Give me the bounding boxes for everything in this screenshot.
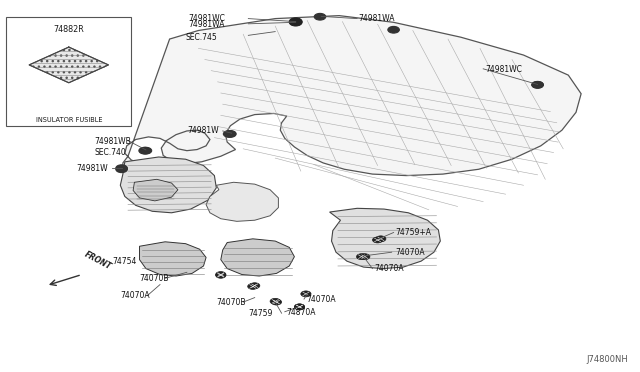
Circle shape xyxy=(139,147,150,154)
Circle shape xyxy=(289,18,302,25)
Polygon shape xyxy=(123,16,581,180)
Polygon shape xyxy=(133,179,178,201)
Circle shape xyxy=(225,131,236,137)
Polygon shape xyxy=(120,157,216,213)
Text: 74754: 74754 xyxy=(112,257,136,266)
Circle shape xyxy=(372,237,383,243)
Text: 74070B: 74070B xyxy=(140,274,169,283)
Text: 74070A: 74070A xyxy=(120,291,150,300)
Text: 74070A: 74070A xyxy=(374,264,404,273)
Text: 74981WA: 74981WA xyxy=(358,14,395,23)
Text: 74981W: 74981W xyxy=(77,164,108,173)
Circle shape xyxy=(270,298,280,304)
Circle shape xyxy=(294,304,305,310)
Circle shape xyxy=(314,13,326,20)
Circle shape xyxy=(532,81,543,88)
Polygon shape xyxy=(221,239,294,276)
Circle shape xyxy=(271,299,282,305)
Text: SEC.740: SEC.740 xyxy=(95,148,127,157)
Polygon shape xyxy=(206,182,278,221)
Polygon shape xyxy=(29,47,108,83)
Circle shape xyxy=(116,166,127,173)
Text: 74759+A: 74759+A xyxy=(396,228,431,237)
Circle shape xyxy=(356,254,367,260)
Circle shape xyxy=(360,254,370,260)
Circle shape xyxy=(140,147,152,154)
Circle shape xyxy=(216,272,226,278)
Text: FRONT: FRONT xyxy=(83,250,113,272)
Polygon shape xyxy=(140,242,206,276)
Text: 74981W: 74981W xyxy=(187,126,218,135)
Text: SEC.745: SEC.745 xyxy=(186,33,218,42)
Circle shape xyxy=(301,291,311,297)
Text: J74800NH: J74800NH xyxy=(587,355,628,364)
Text: 74882R: 74882R xyxy=(53,25,84,34)
Text: 74981WA: 74981WA xyxy=(189,20,225,29)
Circle shape xyxy=(216,272,226,278)
Text: INSULATOR FUSIBLE: INSULATOR FUSIBLE xyxy=(36,117,102,123)
Circle shape xyxy=(116,165,127,171)
Circle shape xyxy=(223,131,235,137)
Text: 74070A: 74070A xyxy=(396,248,425,257)
Text: 74070B: 74070B xyxy=(216,298,246,307)
Text: 74070A: 74070A xyxy=(306,295,335,304)
Circle shape xyxy=(376,236,386,242)
Text: 74981WB: 74981WB xyxy=(95,137,131,146)
Circle shape xyxy=(248,283,258,289)
Polygon shape xyxy=(330,208,440,269)
Text: 74759: 74759 xyxy=(248,309,273,318)
Circle shape xyxy=(250,283,260,289)
Circle shape xyxy=(388,26,399,33)
Text: 74870A: 74870A xyxy=(287,308,316,317)
Circle shape xyxy=(532,81,543,88)
Text: 74981WC: 74981WC xyxy=(188,14,225,23)
FancyBboxPatch shape xyxy=(6,17,131,126)
Circle shape xyxy=(289,19,302,26)
Circle shape xyxy=(294,304,305,310)
Text: 74981WC: 74981WC xyxy=(485,65,522,74)
